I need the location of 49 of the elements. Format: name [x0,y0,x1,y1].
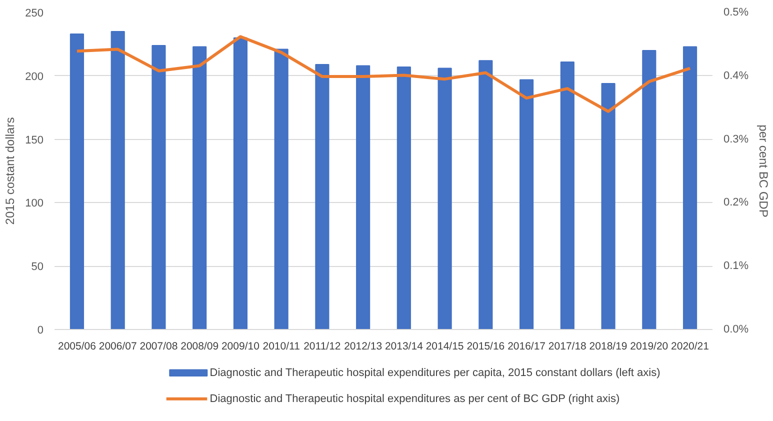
x-tick-label: 2011/12 [304,340,341,352]
y2-tick-label: 0.1% [724,260,749,272]
y2-tick-label: 0.2% [724,196,749,209]
x-tick-label: 2015/16 [466,340,505,352]
x-tick-label: 2017/18 [548,340,587,352]
bar [396,66,411,330]
bar [192,46,207,330]
x-tick-label: 2006/07 [98,340,137,352]
bar [233,37,248,330]
legend-label: Diagnostic and Therapeutic hospital expenditures per capita, 2015 constant dollars (left axis) [210,366,660,379]
y2-axis-title: per cent BC GDP [756,124,771,218]
y2-tick-label: 0.5% [724,6,749,18]
y-tick-label: 50 [31,261,44,274]
y2-tick-label: 0.0% [724,324,749,336]
x-tick-label: 2010/11 [262,340,300,352]
y-tick-label: 150 [25,134,44,146]
y-axis-title: 2015 costant dollars [3,117,18,225]
x-tick-label: 2008/09 [180,340,219,352]
x-tick-label: 2018/19 [589,340,628,352]
x-tick-label: 2014/15 [426,340,464,352]
y2-tick-label: 0.4% [724,70,749,82]
x-tick-label: 2016/17 [508,340,546,352]
y-tick-label: 0 [37,324,44,336]
bar [356,65,370,330]
x-tick-label: 2020/21 [671,340,710,352]
bar [438,68,452,330]
line-series [75,35,692,113]
bar [315,64,330,330]
y-tick-label: 200 [25,70,44,83]
bar [274,48,288,330]
y-tick-label: 100 [25,198,44,210]
bar [682,46,698,330]
bar [601,83,616,330]
x-tick-label: 2009/10 [221,340,260,352]
bar [560,61,574,330]
x-tick-label: 2019/20 [630,340,668,352]
y2-tick-label: 0.3% [724,133,749,146]
bar [642,50,656,330]
x-tick-label: 2012/13 [344,340,382,352]
bar [520,79,534,330]
x-tick-label: 2013/14 [384,340,424,352]
bar [152,44,166,330]
y-tick-label: 250 [25,8,44,20]
bar [70,34,84,330]
bar [110,31,125,330]
x-tick-label: 2005/06 [58,340,96,352]
legend-label: Diagnostic and Therapeutic hospital expenditures as per cent of BC GDP (right axis) [210,392,620,405]
x-tick-label: 2007/08 [140,340,178,352]
bar [478,60,493,330]
